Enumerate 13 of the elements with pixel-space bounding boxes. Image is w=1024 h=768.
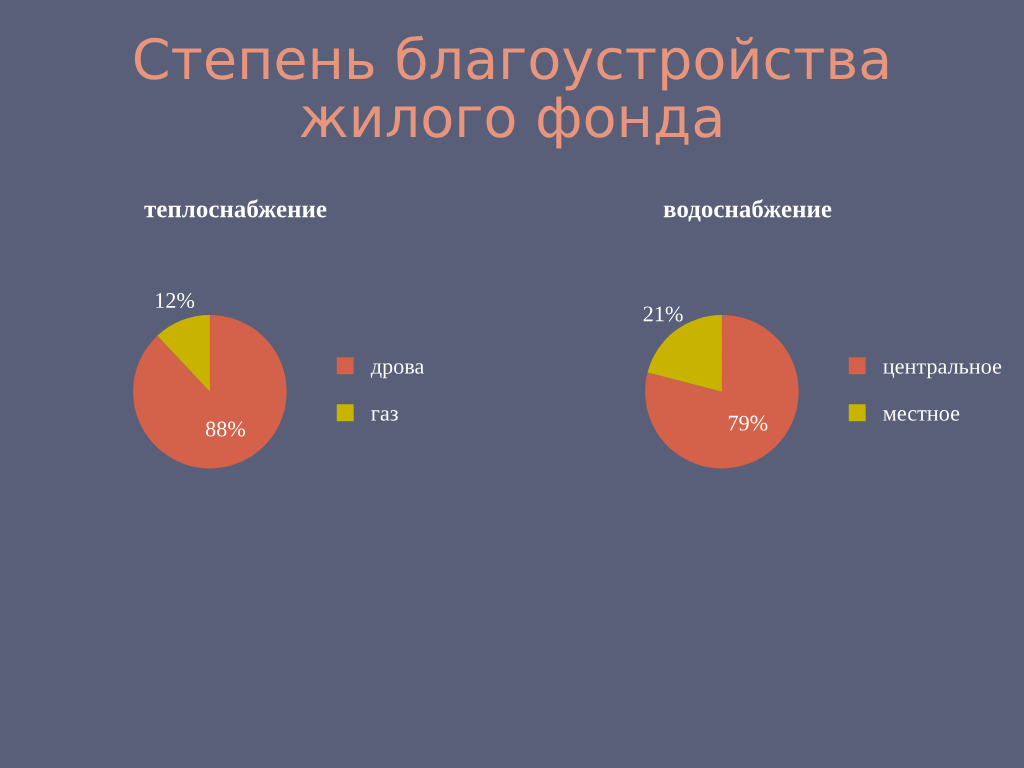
data-label: 88% <box>205 421 246 437</box>
chart-subtitle: теплоснабжение <box>144 199 327 218</box>
pie-slice <box>157 314 210 392</box>
data-label: 21% <box>643 306 683 322</box>
data-label: 12% <box>156 292 195 309</box>
chart-subtitle: водоснабжение <box>663 199 832 222</box>
pie-slice <box>133 314 287 469</box>
legend-label: центральное <box>883 363 1002 379</box>
chart-title: Степень благоустройства жилого фонда <box>134 35 888 149</box>
legend-label: дрова <box>370 363 425 379</box>
legend-label: газ <box>371 410 398 421</box>
data-label: 79% <box>728 415 768 431</box>
legend-label: местное <box>883 410 960 421</box>
